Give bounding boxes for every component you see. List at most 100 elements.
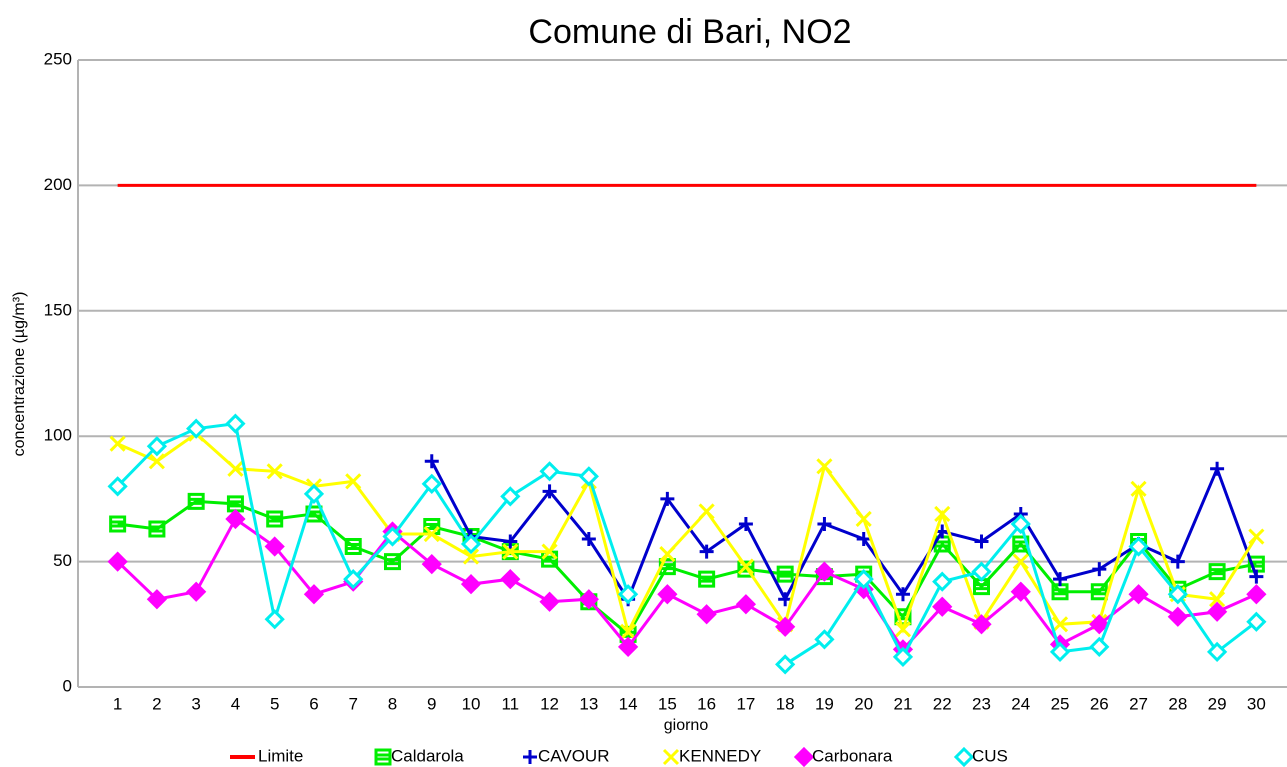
legend-swatch <box>662 748 680 766</box>
marker-x <box>1209 591 1226 608</box>
legend-label: Carbonara <box>812 746 893 765</box>
marker-diamond-open <box>343 569 364 590</box>
marker-diamond-open <box>578 466 599 487</box>
marker-diamond <box>421 553 442 575</box>
marker-x <box>541 543 558 560</box>
marker-diamond <box>932 596 953 617</box>
marker-plus <box>1210 461 1225 476</box>
marker-x <box>1248 528 1265 545</box>
marker-x <box>423 525 440 543</box>
marker-x <box>148 453 165 470</box>
marker-square <box>109 515 127 533</box>
marker-diamond <box>264 536 285 557</box>
marker-diamond-open <box>1128 536 1149 557</box>
series-line <box>116 421 1258 666</box>
x-tick-label: 15 <box>658 694 677 713</box>
x-tick-label: 2 <box>152 694 161 713</box>
series-line <box>117 431 1258 637</box>
marker-diamond <box>1167 606 1188 627</box>
marker-square <box>933 535 951 553</box>
x-tick-label: 10 <box>462 694 481 713</box>
marker-diamond-open <box>1167 584 1188 605</box>
marker-diamond-open <box>814 629 835 650</box>
marker-diamond-open <box>460 533 482 555</box>
marker-x <box>737 558 754 575</box>
x-tick-label: 25 <box>1051 694 1070 713</box>
marker-diamond-open <box>971 561 992 582</box>
marker-square <box>1208 563 1226 581</box>
marker-plus <box>1170 554 1185 569</box>
marker-x <box>1051 616 1069 633</box>
marker-diamond-open <box>932 571 953 592</box>
marker-diamond-open <box>539 461 560 482</box>
x-tick-label: 5 <box>270 694 279 713</box>
x-tick-label: 20 <box>854 694 873 713</box>
y-tick-label: 100 <box>44 426 72 445</box>
marker-diamond <box>657 584 678 605</box>
marker-x <box>620 623 637 640</box>
marker-diamond <box>146 589 168 610</box>
marker-square <box>148 520 166 538</box>
marker-x <box>659 546 676 563</box>
marker-diamond <box>539 591 560 612</box>
x-tick-label: 13 <box>579 694 598 713</box>
marker-diamond <box>225 508 246 530</box>
marker-x <box>462 548 480 565</box>
legend-label: CUS <box>972 746 1008 765</box>
marker-x <box>894 621 912 638</box>
x-tick-label: 24 <box>1011 694 1030 713</box>
x-tick-label: 14 <box>619 694 638 713</box>
x-tick-label: 1 <box>113 694 122 713</box>
marker-square <box>1051 583 1069 601</box>
marker-diamond <box>1206 601 1228 622</box>
marker-plus <box>699 544 714 559</box>
legend-label: Caldarola <box>391 746 464 765</box>
y-tick-label: 150 <box>44 300 72 319</box>
marker-square <box>776 565 794 583</box>
marker-diamond-open <box>146 436 168 457</box>
x-tick-label: 11 <box>501 694 519 713</box>
x-tick-label: 27 <box>1129 694 1148 713</box>
marker-plus <box>778 592 793 607</box>
y-tick-label: 250 <box>44 49 72 68</box>
marker-plus <box>581 532 596 547</box>
marker-x <box>109 435 126 452</box>
marker-diamond-open <box>1049 641 1071 663</box>
x-tick-label: 30 <box>1247 694 1266 713</box>
marker-diamond-open <box>617 584 639 605</box>
marker-square <box>973 578 990 596</box>
marker-diamond <box>735 594 757 615</box>
x-tick-label: 19 <box>815 694 834 713</box>
marker-square <box>698 570 716 588</box>
marker-x <box>345 473 362 490</box>
marker-diamond-open <box>853 569 874 590</box>
marker-plus <box>1249 569 1264 584</box>
x-tick-label: 21 <box>894 694 913 713</box>
marker-diamond <box>186 581 207 602</box>
legend-swatch <box>523 750 537 764</box>
marker-x <box>502 543 519 560</box>
marker-diamond <box>971 614 992 635</box>
marker-plus <box>542 484 557 499</box>
y-tick-label: 200 <box>44 175 72 194</box>
marker-x <box>934 505 951 523</box>
marker-plus <box>817 516 832 531</box>
y-tick-label: 50 <box>53 551 72 570</box>
x-tick-label: 29 <box>1208 694 1227 713</box>
marker-diamond <box>775 616 796 637</box>
x-tick-label: 6 <box>309 694 318 713</box>
marker-square <box>226 495 244 513</box>
marker-diamond <box>1246 584 1267 605</box>
marker-plus <box>1053 572 1068 587</box>
marker-diamond <box>578 589 599 610</box>
marker-plus <box>856 532 871 547</box>
x-tick-label: 4 <box>231 694 240 713</box>
marker-x <box>855 510 872 528</box>
marker-square <box>384 553 401 571</box>
marker-plus <box>1092 562 1107 577</box>
marker-diamond-open <box>892 646 914 668</box>
marker-plus <box>974 534 989 549</box>
marker-plus <box>738 516 753 531</box>
